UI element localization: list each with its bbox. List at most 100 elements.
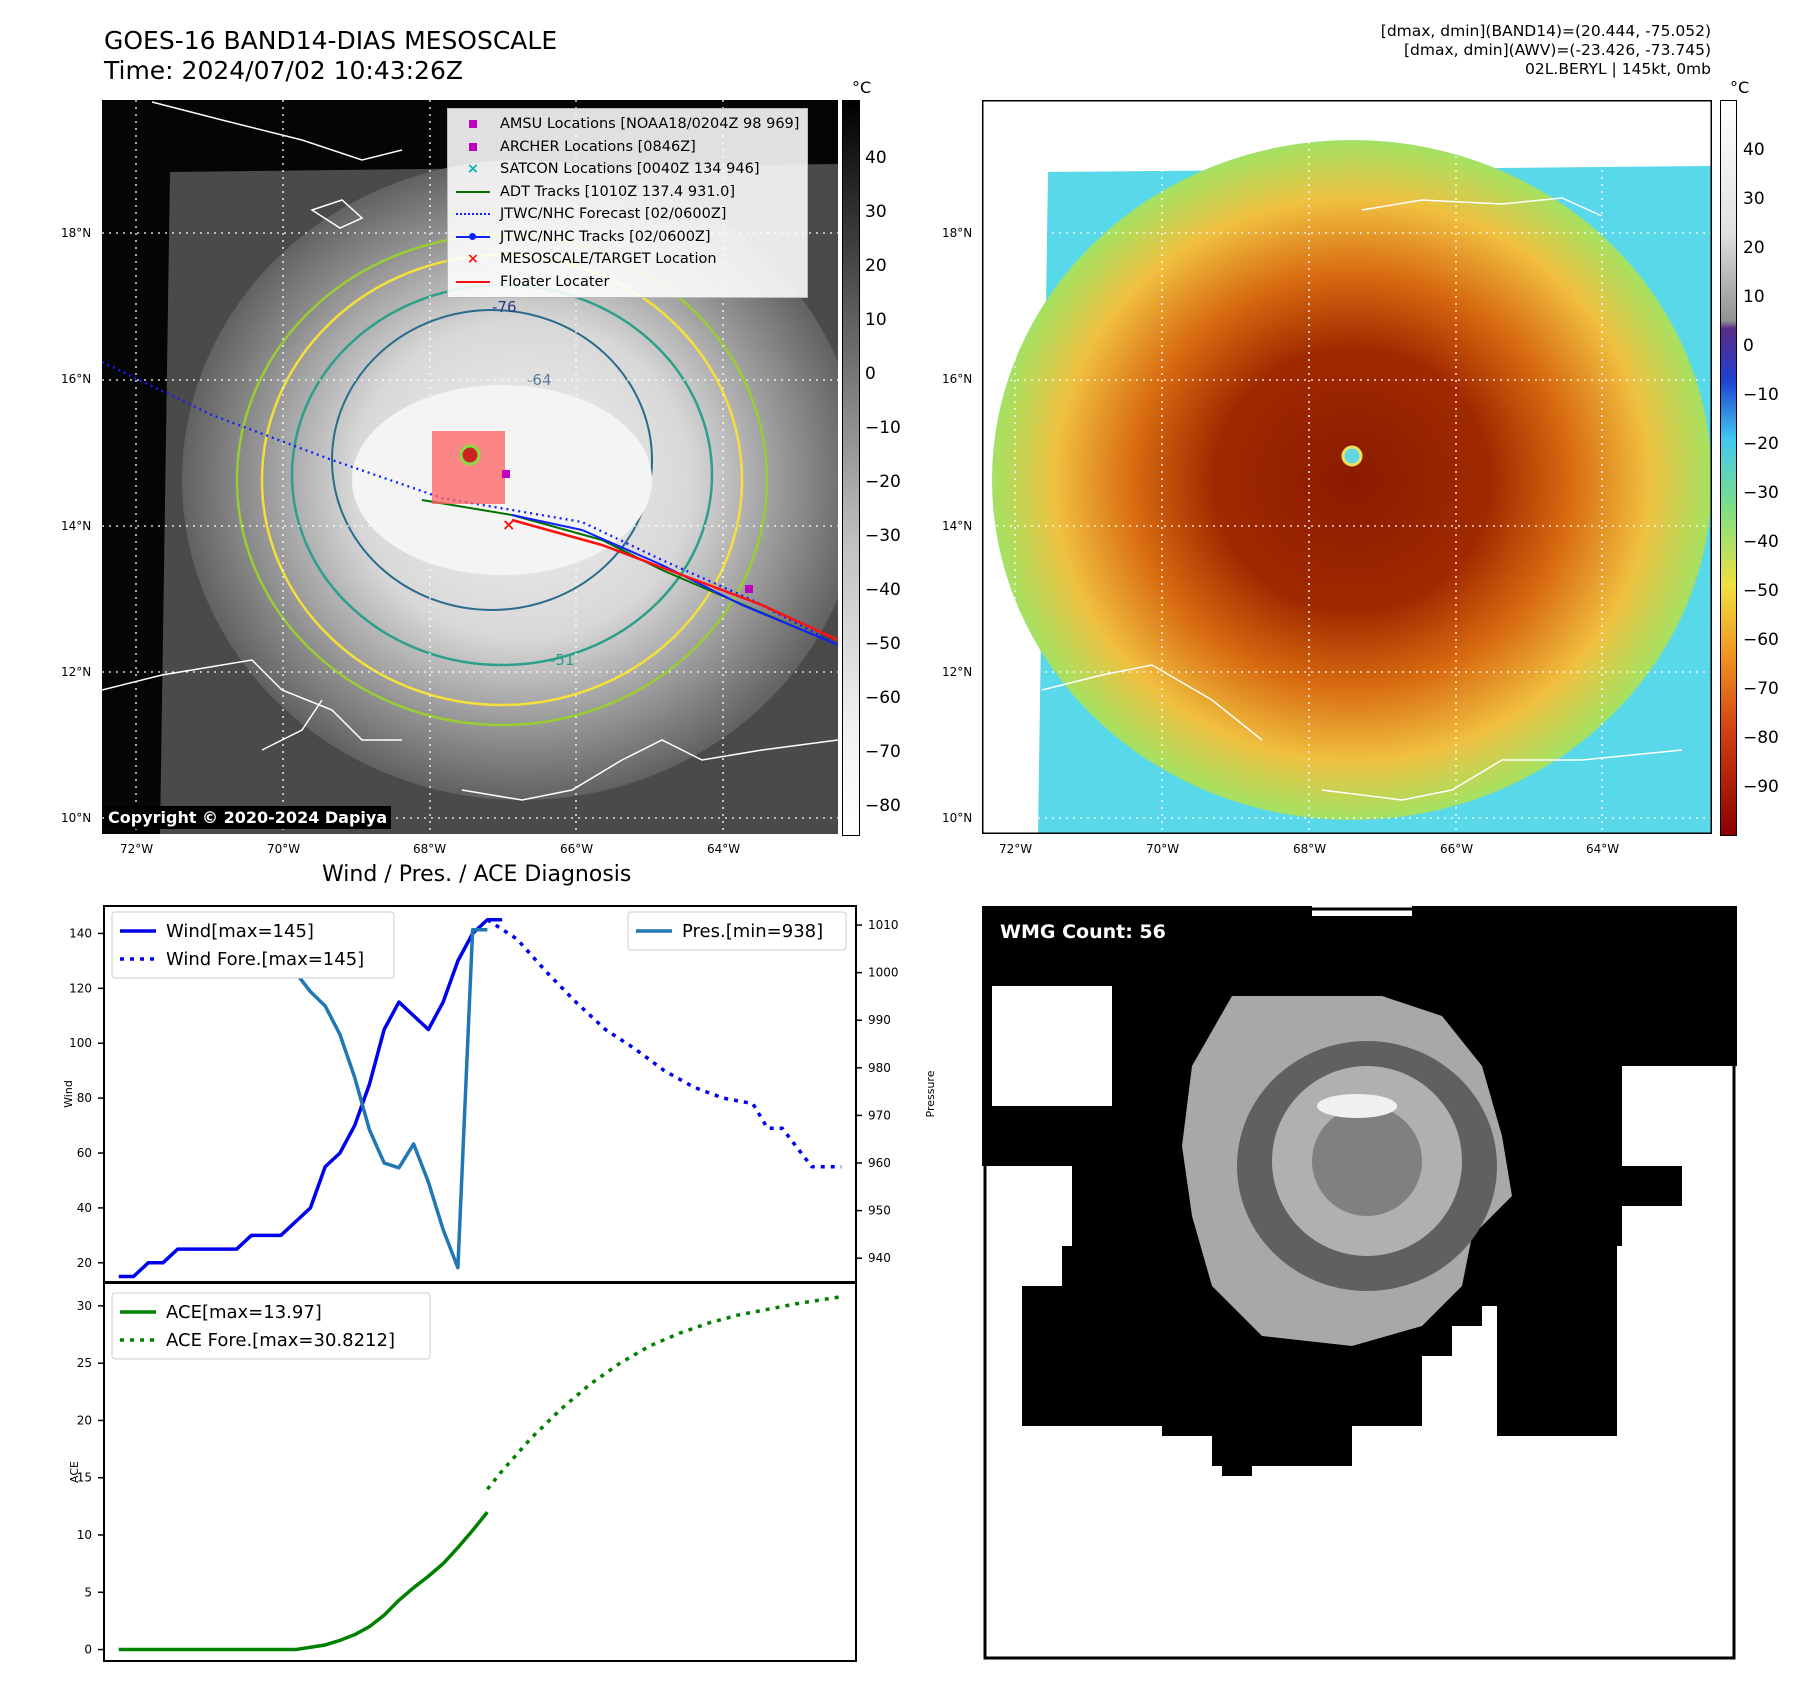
mesoscale-box [432, 431, 505, 504]
forecast-track [102, 360, 838, 647]
ace-chart: 0 5 10 15 20 25 30 ACE ACE[max=13.97] ACE Fore.[m… [68, 1282, 857, 1662]
lon-label: 68°W [413, 842, 447, 856]
colorbar-tick: −80 [1743, 728, 1779, 748]
copyright-badge: Copyright © 2020-2024 Dapiya [104, 806, 392, 829]
colorbar-unit: °C [1730, 78, 1750, 97]
figure-title: GOES-16 BAND14-DIAS MESOSCALE Time: 2024… [104, 26, 557, 86]
stats-line-3: 02L.BERYL | 145kt, 0mb [1525, 60, 1711, 78]
wmg-white-block [1622, 1066, 1737, 1166]
colorbar-tick: −40 [865, 580, 901, 600]
legend-item-amsu: AMSU Locations [NOAA18/0204Z 98 969] [456, 113, 799, 136]
wmg-bright-arc [1317, 1094, 1397, 1118]
wmg-white-block [982, 1166, 1072, 1246]
lon-label: 68°W [1293, 842, 1327, 856]
awv-colorbar [1720, 100, 1737, 836]
awv-map [982, 100, 1712, 834]
target-location-marker: × [502, 515, 515, 534]
y-tick-label: 80 [77, 1091, 92, 1105]
colorbar-tick: −60 [1743, 630, 1779, 650]
awv-coastlines [1041, 197, 1683, 801]
y2-tick-label: 970 [868, 1108, 891, 1122]
y-tick-label: 0 [84, 1643, 92, 1657]
dotted-line-icon [456, 205, 490, 223]
title-line-1: GOES-16 BAND14-DIAS MESOSCALE [104, 26, 558, 55]
y2-axis-label: Pressure [924, 1070, 937, 1117]
lon-label: 72°W [120, 842, 154, 856]
stats-line-1: [dmax, dmin](BAND14)=(20.444, -75.052) [1380, 22, 1711, 40]
legend-item-floater: Floater Locater [456, 271, 799, 294]
lon-label: 70°W [1146, 842, 1180, 856]
colorbar-tick: 10 [1743, 287, 1765, 307]
y2-tick-label: 1000 [868, 966, 899, 980]
contour-label-3: -51 [550, 651, 575, 669]
y-tick-label: 5 [84, 1585, 92, 1599]
legend-frame [627, 911, 847, 951]
x-marker-icon: × [466, 161, 480, 178]
colorbar-tick: −40 [1743, 532, 1779, 552]
storm-eye [459, 444, 481, 466]
lat-label: 16°N [61, 372, 92, 386]
colorbar-tick: −70 [1743, 679, 1779, 699]
wmg-white-block [1682, 1166, 1737, 1286]
title-line-2: Time: 2024/07/02 10:43:26Z [104, 56, 463, 85]
legend-frame [111, 1292, 431, 1360]
band14-colorbar [842, 100, 860, 836]
line-marker-icon [456, 183, 490, 201]
square-marker-icon [456, 138, 490, 156]
y2-tick-label: 950 [868, 1204, 891, 1218]
wmg-black-block [1497, 1196, 1617, 1436]
lon-label: 64°W [1586, 842, 1620, 856]
contour-inner [331, 309, 653, 611]
lon-label: 72°W [999, 842, 1033, 856]
colorbar-tick: −50 [1743, 581, 1779, 601]
y-tick-label: 10 [77, 1528, 92, 1542]
lat-label: 14°N [61, 519, 92, 533]
legend-label: ACE Fore.[max=30.8212] [166, 1330, 395, 1351]
contour-label-1: -76 [492, 298, 517, 316]
legend-frame [111, 911, 395, 979]
y2-tick-label: 990 [868, 1013, 891, 1027]
series-line-0 [118, 1510, 489, 1652]
y-tick-label: 30 [77, 1299, 92, 1313]
wmg-black-block [1022, 1286, 1202, 1426]
series-line-1 [486, 1295, 842, 1491]
y-tick-label: 140 [69, 926, 92, 940]
lat-label: 14°N [942, 519, 973, 533]
colorbar-tick: −50 [865, 634, 901, 654]
lat-label: 10°N [61, 811, 92, 825]
lon-label: 66°W [1440, 842, 1474, 856]
y2-tick-label: 940 [868, 1251, 891, 1265]
legend-label: ACE[max=13.97] [166, 1302, 322, 1323]
series-line-1 [486, 918, 842, 1169]
lat-label: 10°N [942, 811, 973, 825]
y2-tick-label: 1010 [868, 918, 899, 932]
lat-label: 18°N [61, 226, 92, 240]
wmg-white-block [992, 986, 1112, 1106]
legend-item-target: × MESOSCALE/TARGET Location [456, 248, 799, 271]
lon-label: 64°W [707, 842, 741, 856]
wmg-black-block [1222, 1446, 1252, 1476]
square-marker-icon [456, 115, 490, 133]
lon-label: 70°W [267, 842, 301, 856]
lat-label: 12°N [61, 665, 92, 679]
colorbar-tick: 30 [1743, 189, 1765, 209]
legend-label: Wind[max=145] [166, 921, 314, 942]
x-marker-icon: × [466, 251, 480, 268]
y2-tick-label: 980 [868, 1061, 891, 1075]
lat-label: 18°N [942, 226, 973, 240]
colorbar-tick: 40 [1743, 140, 1765, 160]
amsu-marker [745, 585, 753, 593]
y-tick-label: 40 [77, 1201, 92, 1215]
colorbar-tick: 20 [1743, 238, 1765, 258]
legend-item-forecast: JTWC/NHC Forecast [02/0600Z] [456, 203, 799, 226]
legend-label: Pres.[min=938] [682, 921, 823, 942]
colorbar-tick: −10 [1743, 385, 1779, 405]
awv-storm [992, 140, 1712, 820]
awv-eye [1341, 445, 1363, 467]
map-legend: AMSU Locations [NOAA18/0204Z 98 969] ARC… [447, 108, 809, 298]
wmg-count-label: WMG Count: 56 [1000, 921, 1166, 943]
stats-line-2: [dmax, dmin](AWV)=(-23.426, -73.745) [1404, 41, 1711, 59]
legend-item-tracks: JTWC/NHC Tracks [02/0600Z] [456, 226, 799, 249]
lat-label: 16°N [942, 372, 973, 386]
wmg-panel [982, 906, 1737, 1661]
